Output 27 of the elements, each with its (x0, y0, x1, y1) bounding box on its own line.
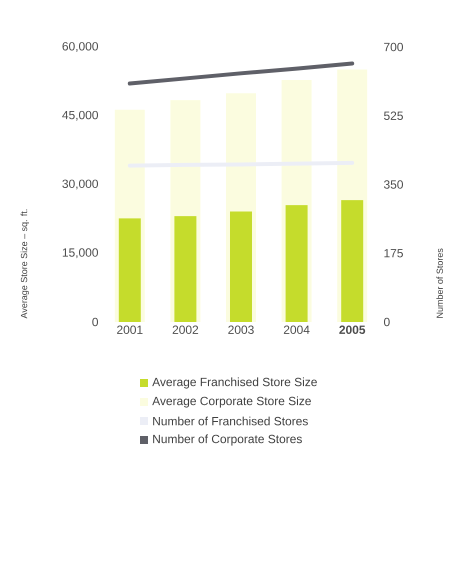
legend-label: Average Corporate Store Size (152, 396, 311, 408)
x-tick-label: 2004 (284, 326, 310, 334)
y2-tick-label: 350 (384, 180, 403, 189)
bar (174, 216, 196, 322)
y2-axis-title: Number of Stores (436, 248, 443, 318)
y-tick-label: 45,000 (62, 110, 98, 121)
y2-tick-label: 0 (384, 318, 390, 326)
bar (286, 205, 308, 322)
legend-label: Number of Corporate Stores (153, 434, 302, 446)
line-series (128, 62, 354, 86)
x-tick-label: 2003 (228, 326, 254, 334)
y-tick-label: 30,000 (62, 180, 98, 190)
x-tick-label: 2001 (117, 326, 143, 334)
y-axis-title: Average Store Size – sq. ft. (20, 209, 29, 318)
legend-label: Average Franchised Store Size (152, 377, 317, 389)
y-tick-label: 15,000 (62, 248, 98, 258)
bar (230, 212, 252, 322)
legend-label: Number of Franchised Stores (153, 416, 308, 426)
y2-tick-label: 700 (384, 42, 403, 52)
x-tick-label: 2002 (172, 326, 198, 334)
x-tick-label: 2005 (339, 326, 366, 334)
y-tick-label: 0 (92, 318, 98, 326)
bar (118, 218, 141, 322)
y2-tick-label: 175 (384, 249, 403, 258)
y2-tick-label: 525 (384, 112, 403, 120)
bar (341, 200, 364, 322)
y-tick-label: 60,000 (62, 42, 98, 52)
